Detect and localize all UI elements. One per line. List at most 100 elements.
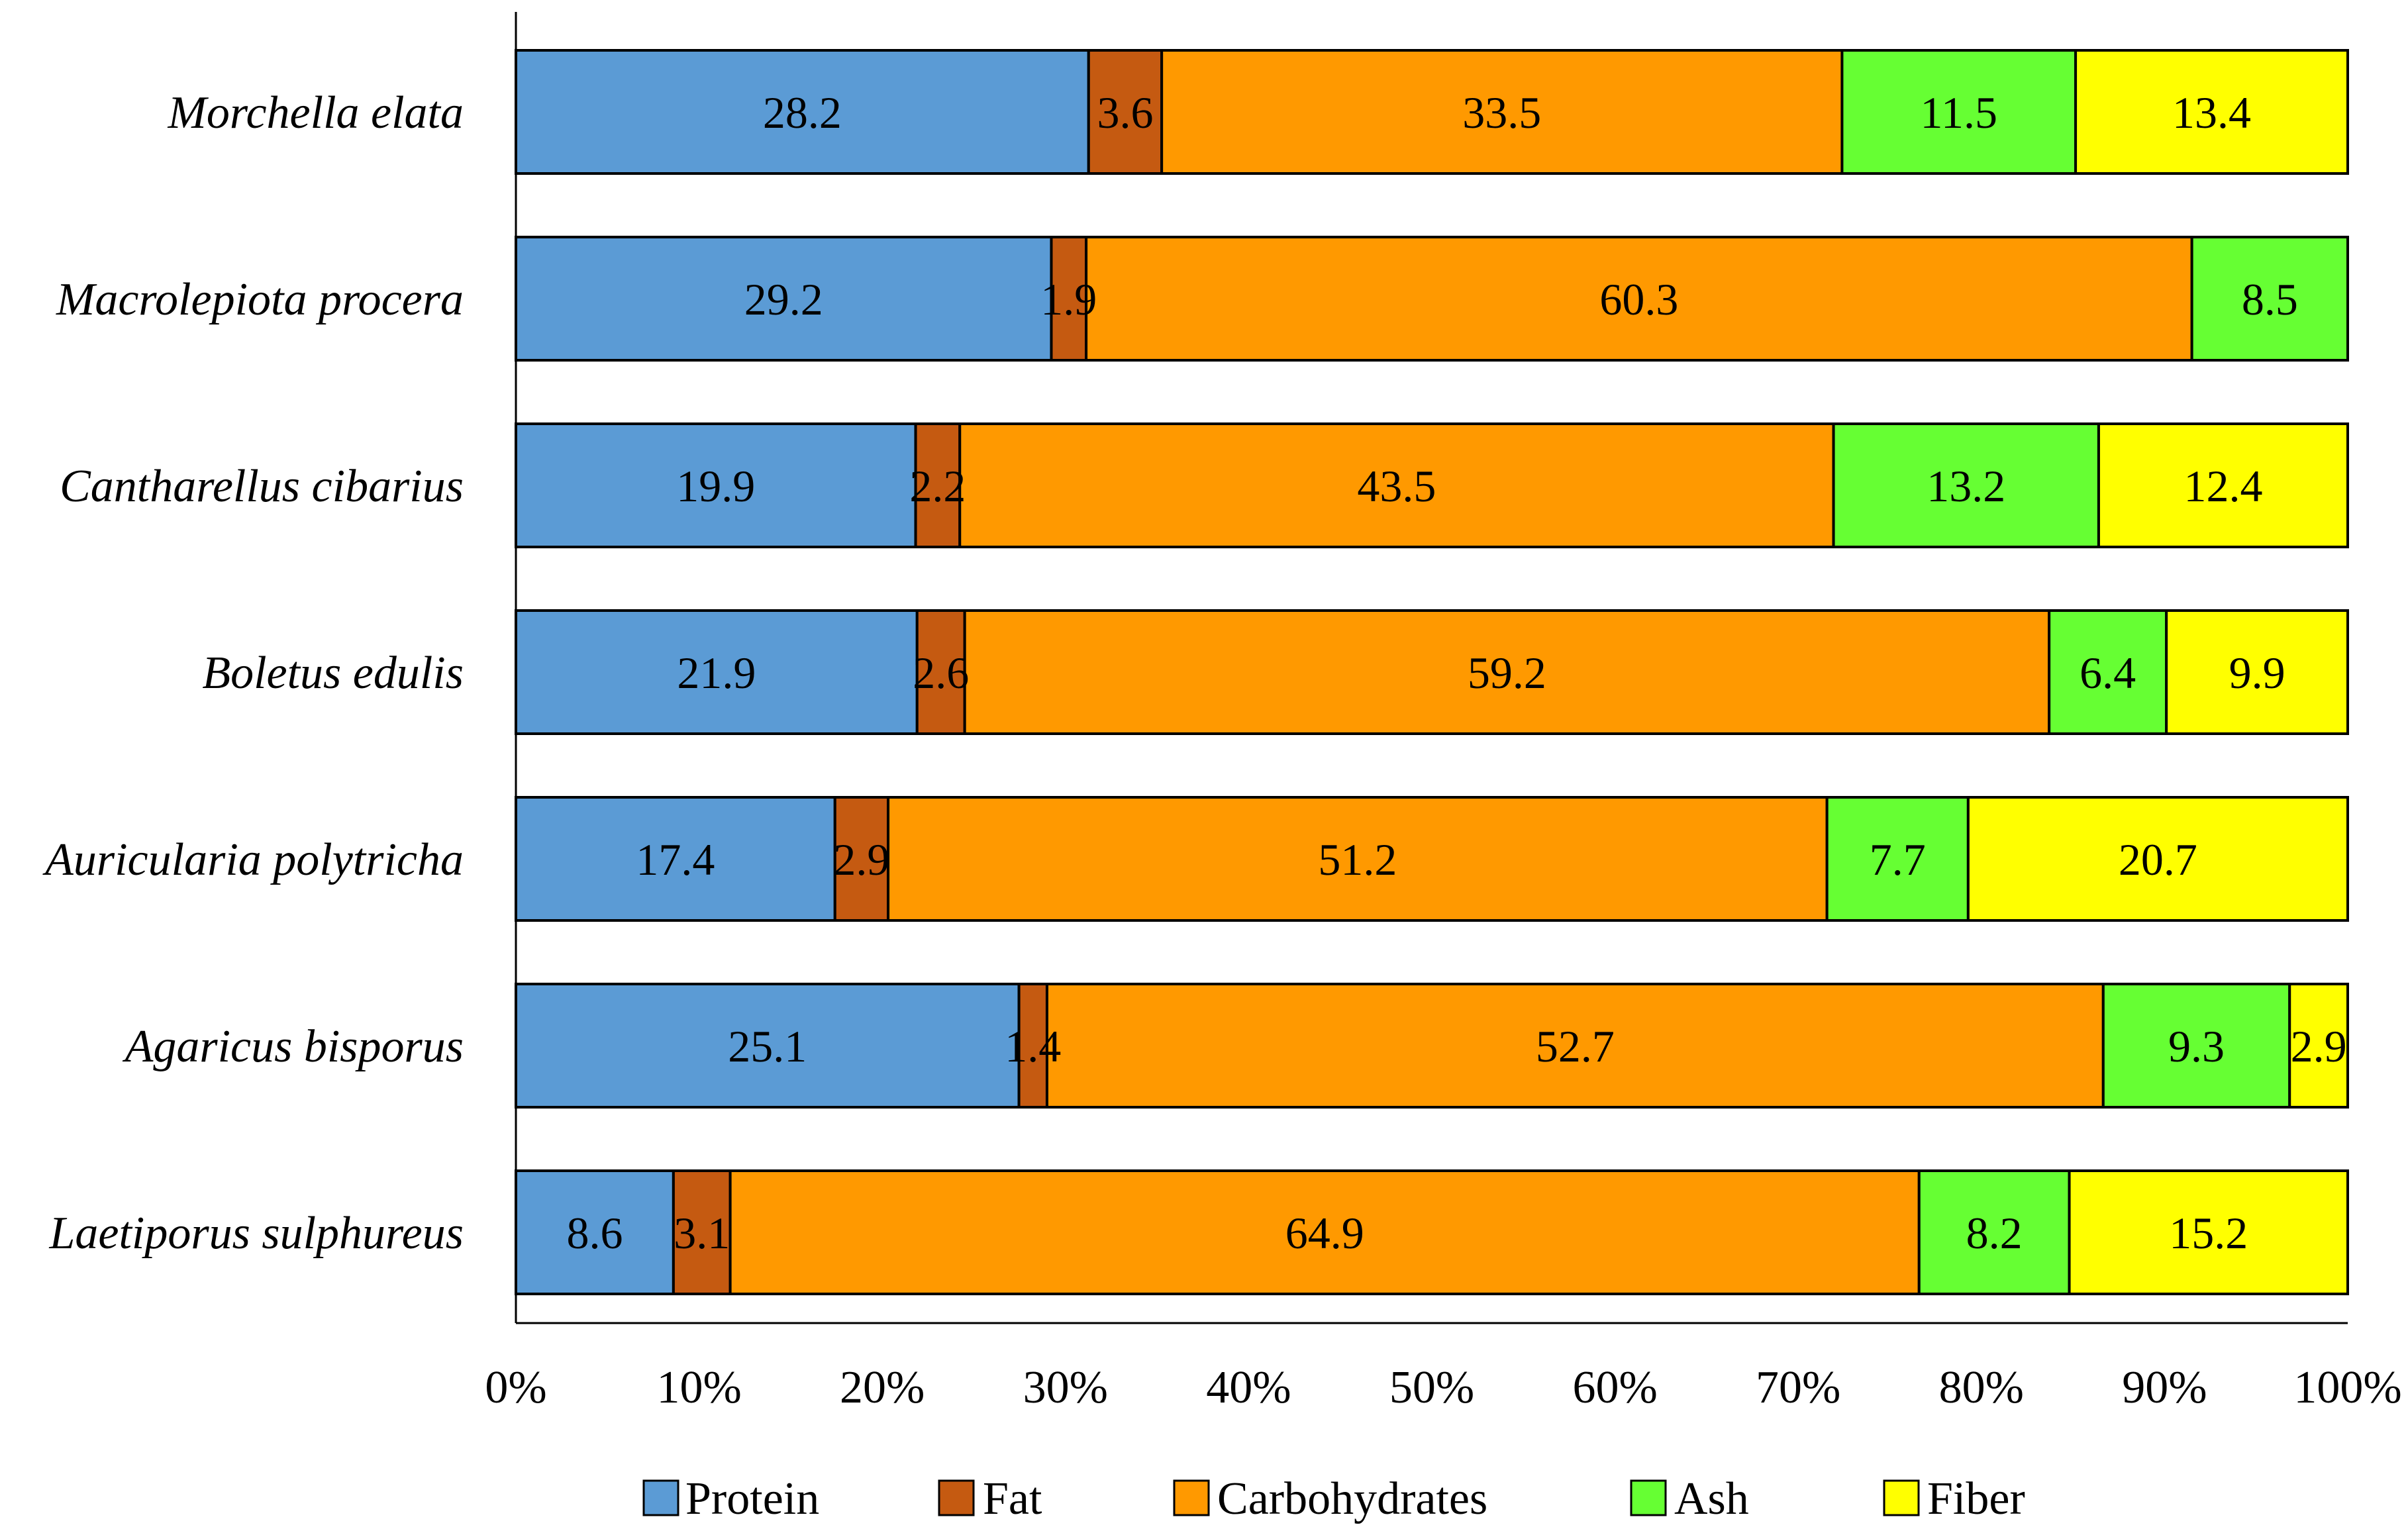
data-label-morchella-elata-carbohydrates: 33.5 [1462, 87, 1541, 138]
data-label-agaricus-bisporus-fiber: 2.9 [2291, 1021, 2347, 1071]
legend-swatch-ash [1630, 1479, 1667, 1516]
data-label-auricularia-polytricha-fat: 2.9 [833, 834, 889, 885]
bar-auricularia-polytricha-ash [1825, 796, 1970, 922]
bar-boletus-edulis-fiber [2165, 609, 2350, 735]
data-label-agaricus-bisporus-protein: 25.1 [728, 1021, 807, 1071]
data-label-macrolepiota-procera-carbohydrates: 60.3 [1599, 274, 1678, 324]
bar-agaricus-bisporus-carbohydrates [1045, 983, 2105, 1109]
data-label-auricularia-polytricha-fiber: 20.7 [2119, 834, 2197, 885]
bar-morchella-elata-carbohydrates [1160, 49, 1844, 175]
bar-laetiporus-sulphureus-fat [672, 1169, 732, 1295]
data-label-agaricus-bisporus-fat: 1.4 [1005, 1021, 1061, 1071]
data-label-boletus-edulis-protein: 21.9 [677, 648, 756, 698]
category-labels-layer: Morchella elata Macrolepiota procera Canth… [42, 87, 464, 1259]
x-tick-label: 60% [1572, 1362, 1657, 1413]
data-label-laetiporus-sulphureus-protein: 8.6 [566, 1208, 623, 1258]
data-label-cantharellus-cibarius-fat: 2.2 [909, 461, 966, 511]
bar-macrolepiota-procera-carbohydrates [1085, 236, 2193, 362]
legend-label-protein: Protein [685, 1473, 819, 1524]
bar-macrolepiota-procera-ash [2190, 236, 2349, 362]
bar-cantharellus-cibarius-protein [515, 422, 917, 548]
data-label-morchella-elata-fiber: 13.4 [2172, 87, 2251, 138]
x-tick-label: 20% [840, 1362, 925, 1413]
axes-layer [515, 12, 2348, 1324]
data-label-boletus-edulis-carbohydrates: 59.2 [1468, 648, 1546, 698]
category-label-morchella-elata: Morchella elata [168, 87, 464, 138]
category-label-agaricus-bisporus: Agaricus bisporus [123, 1021, 464, 1072]
x-tick-label: 0% [485, 1362, 546, 1413]
category-label-auricularia-polytricha: Auricularia polytricha [42, 834, 464, 885]
bar-morchella-elata-protein [515, 49, 1090, 175]
bar-boletus-edulis-fat [915, 609, 966, 735]
data-label-laetiporus-sulphureus-ash: 8.2 [1966, 1208, 2023, 1258]
data-label-laetiporus-sulphureus-fat: 3.1 [674, 1208, 730, 1258]
bar-macrolepiota-procera-protein [515, 236, 1053, 362]
category-label-boletus-edulis: Boletus edulis [202, 648, 464, 699]
legend-swatch-fiber [1883, 1479, 1920, 1516]
data-label-auricularia-polytricha-ash: 7.7 [1870, 834, 1926, 885]
legend-label-fat: Fat [983, 1473, 1042, 1524]
data-label-auricularia-polytricha-carbohydrates: 51.2 [1318, 834, 1397, 885]
category-label-cantharellus-cibarius: Cantharellus cibarius [60, 461, 464, 512]
legend-swatch-protein [642, 1479, 679, 1516]
data-label-cantharellus-cibarius-carbohydrates: 43.5 [1357, 461, 1436, 511]
legend: Protein Fat Carbohydrates Ash Fiber [642, 1473, 2025, 1524]
data-label-morchella-elata-fat: 3.6 [1097, 87, 1153, 138]
legend-item-fiber: Fiber [1883, 1473, 2025, 1524]
bar-agaricus-bisporus-protein [515, 983, 1021, 1109]
data-label-cantharellus-cibarius-protein: 19.9 [676, 461, 755, 511]
data-label-boletus-edulis-fat: 2.6 [913, 648, 969, 698]
bar-auricularia-polytricha-carbohydrates [887, 796, 1829, 922]
data-label-agaricus-bisporus-carbohydrates: 52.7 [1536, 1021, 1615, 1071]
bar-cantharellus-cibarius-ash [1832, 422, 2100, 548]
data-label-auricularia-polytricha-protein: 17.4 [636, 834, 715, 885]
data-label-cantharellus-cibarius-ash: 13.2 [1927, 461, 2005, 511]
data-label-agaricus-bisporus-ash: 9.3 [2168, 1021, 2225, 1071]
bar-auricularia-polytricha-fiber [1966, 796, 2349, 922]
data-label-morchella-elata-protein: 28.2 [763, 87, 842, 138]
legend-swatch-carbohydrates [1173, 1479, 1210, 1516]
data-label-macrolepiota-procera-protein: 29.2 [744, 274, 823, 324]
bar-boletus-edulis-ash [2048, 609, 2168, 735]
category-label-macrolepiota-procera: Macrolepiota procera [56, 274, 464, 325]
bar-macrolepiota-procera-fat [1050, 236, 1088, 362]
bar-cantharellus-cibarius-fiber [2097, 422, 2350, 548]
legend-item-fat: Fat [938, 1473, 1042, 1524]
x-tick-label: 80% [1939, 1362, 2024, 1413]
category-label-laetiporus-sulphureus: Laetiporus sulphureus [48, 1208, 464, 1259]
legend-label-carbohydrates: Carbohydrates [1217, 1473, 1487, 1524]
bar-boletus-edulis-carbohydrates [963, 609, 2051, 735]
data-label-macrolepiota-procera-fat: 1.9 [1040, 274, 1097, 324]
bar-laetiporus-sulphureus-fiber [2068, 1169, 2350, 1295]
data-label-laetiporus-sulphureus-carbohydrates: 64.9 [1285, 1208, 1364, 1258]
bar-morchella-elata-fat [1087, 49, 1164, 175]
legend-item-carbohydrates: Carbohydrates [1173, 1473, 1487, 1524]
bars-layer [515, 49, 2350, 1295]
legend-item-ash: Ash [1630, 1473, 1749, 1524]
x-tick-label: 30% [1023, 1362, 1108, 1413]
legend-label-ash: Ash [1674, 1473, 1749, 1524]
x-tick-label: 50% [1389, 1362, 1474, 1413]
legend-item-protein: Protein [642, 1473, 819, 1524]
x-tick-labels-layer: 0% 10% 20% 30% 40% 50% 60% 70% 80% 90% 100% [485, 1362, 2401, 1413]
bar-agaricus-bisporus-ash [2101, 983, 2291, 1109]
data-label-cantharellus-cibarius-fiber: 12.4 [2183, 461, 2262, 511]
data-label-boletus-edulis-ash: 6.4 [2080, 648, 2136, 698]
data-label-boletus-edulis-fiber: 9.9 [2229, 648, 2285, 698]
data-labels-layer: 28.2 3.6 33.5 11.5 13.4 29.2 1.9 60.3 8.5 19.9 2.2… [566, 87, 2346, 1258]
bar-morchella-elata-fiber [2074, 49, 2349, 175]
x-tick-label: 40% [1206, 1362, 1291, 1413]
bar-auricularia-polytricha-protein [515, 796, 836, 922]
bar-agaricus-bisporus-fiber [2288, 983, 2350, 1109]
x-tick-label: 70% [1756, 1362, 1840, 1413]
x-tick-label: 10% [656, 1362, 741, 1413]
legend-swatch-fat [938, 1479, 975, 1516]
x-tick-label: 100% [2293, 1362, 2401, 1413]
bar-cantharellus-cibarius-carbohydrates [958, 422, 1835, 548]
legend-label-fiber: Fiber [1927, 1473, 2025, 1524]
bar-auricularia-polytricha-fat [833, 796, 890, 922]
data-label-laetiporus-sulphureus-fiber: 15.2 [2169, 1208, 2248, 1258]
data-label-morchella-elata-ash: 11.5 [1921, 87, 1997, 138]
